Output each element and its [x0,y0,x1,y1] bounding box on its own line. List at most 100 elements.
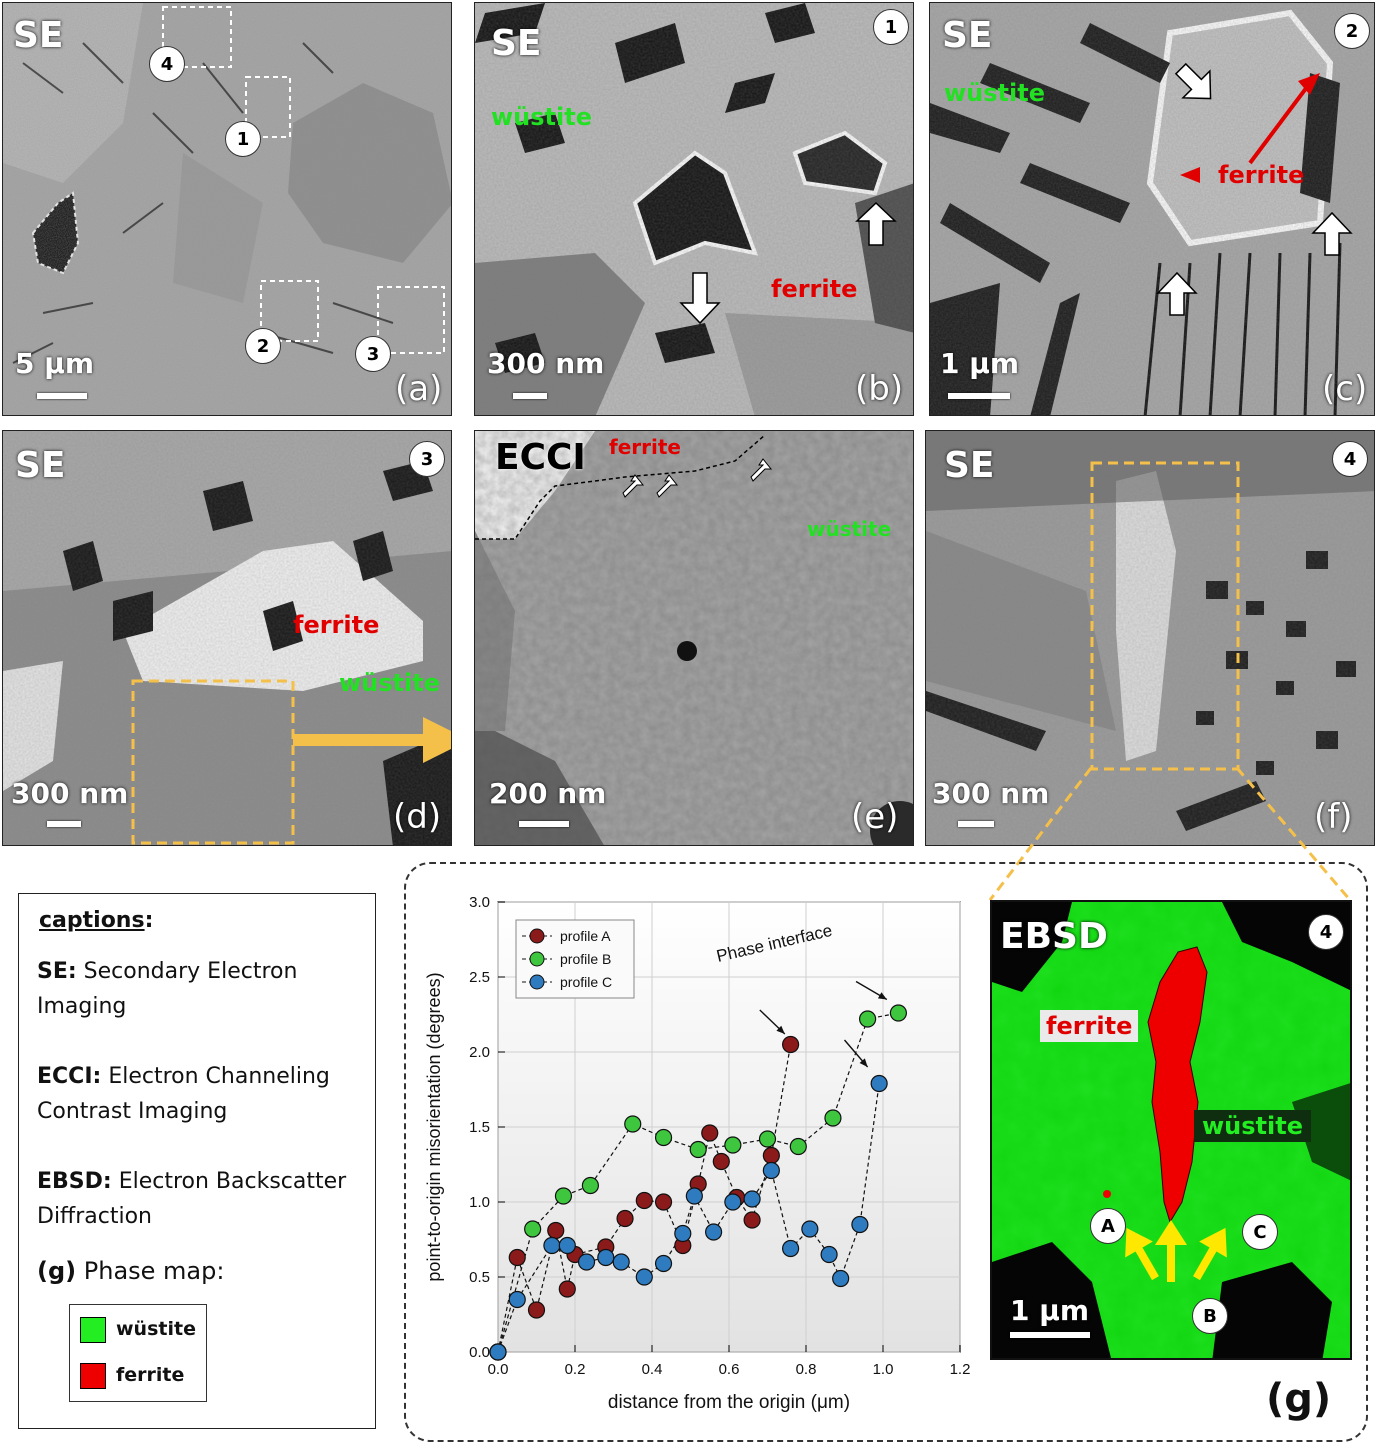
panel-a-scale-text: 5 μm [15,347,95,380]
caption-phase-text: Phase map: [83,1257,225,1285]
data-point [554,1187,573,1205]
legend-swatch-ferrite [80,1363,106,1389]
panel-e-wustite-label: wüstite [807,517,892,541]
panel-b-label: (b) [855,369,904,409]
data-point [654,1193,673,1211]
legend-label-wustite: wüstite [116,1318,196,1340]
panel-a-mode: SE [13,15,64,56]
panel-a: SE 4 1 2 3 5 μm (a) [2,2,452,416]
legend-marker [529,928,545,944]
panel-g-ferrite-label: ferrite [1040,1010,1139,1042]
panel-c-label: (c) [1322,369,1368,409]
panel-e-ferrite-label: ferrite [609,435,681,459]
captions-title-text: captions [39,908,145,933]
panel-e-label: (e) [851,797,899,837]
data-point [674,1224,692,1243]
panel-g-label: (g) [1266,1376,1332,1422]
x-tick-label: 0.0 [488,1361,509,1378]
data-point [489,1343,507,1361]
data-point [685,1187,703,1205]
chart-ticks: 0.0 0.2 0.4 0.6 0.8 1.0 1.2 0.0 0.5 1.0 1.5 2.0 2.5 3… [469,894,970,1378]
caption-phase-map: (g) Phase map: [37,1254,357,1289]
panel-f-mode: SE [944,445,995,486]
panel-b-scale-bar [513,393,547,399]
data-point [762,1161,780,1180]
data-point [577,1253,596,1271]
panel-d-wustite-label: wüstite [339,669,440,697]
chart-series [489,1004,907,1361]
panel-c: SE 2 wüstite ferrite 1 μm (c) [929,2,1375,416]
panel-f-scale-text: 300 nm [932,777,1050,810]
chart-x-label: distance from the origin (μm) [608,1392,850,1413]
panel-f: SE 4 300 nm (f) [925,430,1375,846]
data-point [524,1220,542,1238]
data-point [624,1115,642,1133]
chart-y-label: point-to-origin misorientation (degrees) [424,972,444,1281]
captions-title: captions: [39,908,153,933]
panel-b-scale-text: 300 nm [487,347,605,380]
y-tick-label: 2.0 [469,1044,490,1061]
panel-f-micrograph [926,431,1374,845]
panel-g-phase-map [992,902,1350,1358]
data-point [705,1223,723,1241]
data-point [889,1004,907,1022]
panel-g-point-a: A [1090,1208,1126,1244]
x-tick-label: 0.8 [796,1361,817,1378]
data-point [724,1136,742,1154]
panel-b: SE 1 wüstite ferrite 300 nm (b) [474,2,914,416]
data-point [724,1193,742,1211]
data-point [851,1215,869,1234]
data-point [597,1248,615,1267]
panel-f-marker: 4 [1332,441,1368,477]
panel-b-ferrite-label: ferrite [771,275,858,303]
caption-se-text: Secondary Electron Imaging [37,959,298,1019]
panel-d-mode: SE [15,445,66,486]
data-point [712,1152,730,1171]
data-point [789,1137,807,1156]
panel-g-wustite-label: wüstite [1194,1110,1311,1142]
data-point [543,1236,561,1255]
panel-b-mode: SE [491,23,542,64]
data-point [508,1290,526,1309]
caption-phase-key: (g) [37,1257,77,1285]
panel-g-mode: EBSD [1000,916,1108,957]
panel-c-micrograph [930,3,1374,415]
data-point [635,1191,653,1210]
caption-ecci: ECCI: Electron Channeling Contrast Imagi… [37,1059,357,1129]
data-point [616,1209,634,1228]
y-tick-label: 1.0 [469,1194,490,1211]
chart-ebsd-frame [404,862,1368,1442]
y-tick-label: 1.5 [469,1119,490,1136]
data-point [832,1269,850,1288]
x-tick-label: 0.6 [719,1361,740,1378]
data-point [870,1074,888,1093]
x-tick-label: 0.4 [642,1361,663,1378]
caption-ecci-text: Electron Channeling Contrast Imaging [37,1064,330,1124]
legend-label-ferrite: ferrite [116,1364,185,1386]
annotation-arrowhead [859,1058,868,1067]
data-point [581,1176,599,1195]
panel-g-scale-text: 1 μm [1010,1294,1090,1327]
caption-ebsd-key: EBSD: [37,1169,112,1194]
panel-c-scale-text: 1 μm [940,347,1020,380]
panel-c-mode: SE [942,15,993,56]
panel-b-marker: 1 [873,9,909,45]
data-point [612,1253,630,1271]
annotation-arrowhead [776,1025,785,1034]
panel-c-ferrite-label: ferrite [1218,161,1305,189]
panel-f-label: (f) [1314,797,1353,837]
chart-legend: profile A profile B profile C [515,919,635,999]
panel-d: SE 3 ferrite wüstite 300 nm (d) [2,430,452,846]
data-point [547,1221,565,1240]
panel-a-marker-2: 2 [245,328,281,364]
panel-d-ferrite-label: ferrite [293,611,380,639]
panel-f-scale-bar [958,821,994,827]
data-point [743,1211,761,1229]
data-point [558,1280,576,1298]
legend-swatch-wustite [80,1317,106,1343]
data-point [782,1035,800,1054]
caption-ebsd-text: Electron Backscatter Diffraction [37,1169,347,1229]
panel-a-marker-1: 1 [225,121,261,157]
panel-g-marker: 4 [1308,914,1344,950]
panel-g: EBSD 4 ferrite wüstite A B C 1 μm [990,900,1352,1360]
